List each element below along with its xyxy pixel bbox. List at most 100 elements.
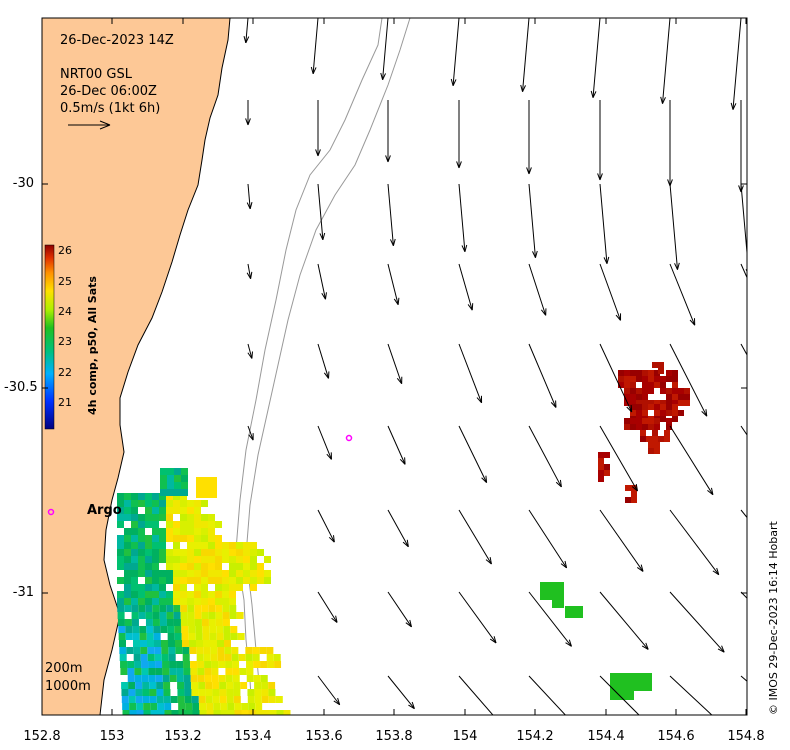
sst-cell: [131, 521, 138, 528]
sst-cell: [208, 619, 216, 626]
sst-cell: [138, 514, 145, 521]
sst-cell: [598, 452, 604, 458]
sst-cell: [684, 394, 690, 400]
sst-cell: [666, 404, 672, 410]
sst-cell: [152, 612, 160, 619]
current-arrow: [669, 591, 725, 653]
sst-cell: [173, 507, 180, 514]
sst-cell: [254, 682, 262, 689]
sst-cell: [187, 598, 194, 605]
current-arrow: [599, 343, 633, 413]
sst-cell: [176, 661, 184, 668]
sst-cell: [222, 542, 229, 549]
sst-cell: [124, 528, 131, 535]
sst-cell: [127, 675, 135, 682]
current-arrow: [385, 100, 391, 163]
sst-cell: [225, 661, 233, 668]
sst-cell: [152, 584, 159, 591]
sst-cell: [229, 556, 236, 563]
sst-cell: [642, 382, 648, 388]
sst-cell: [209, 626, 217, 633]
sst-cell: [208, 521, 215, 528]
sst-cell: [182, 640, 189, 647]
sst-cell: [210, 477, 217, 484]
sst-cell: [140, 654, 148, 661]
sst-cell: [201, 584, 208, 591]
sst-cell: [136, 710, 144, 715]
sst-cell: [159, 612, 167, 619]
sst-cell: [188, 633, 196, 640]
argo-float-2[interactable]: [47, 508, 55, 516]
sst-cell: [250, 577, 257, 584]
sst-cell: [201, 619, 209, 626]
sst-cell: [145, 521, 152, 528]
sst-cell: [177, 696, 185, 703]
sst-cell: [636, 388, 642, 394]
sst-cell: [183, 661, 191, 668]
sst-cell: [236, 577, 243, 584]
current-arrow: [387, 263, 400, 306]
sst-cell: [210, 647, 218, 654]
sst-cell: [634, 679, 640, 685]
current-arrow: [310, 18, 319, 74]
sst-cell: [192, 703, 200, 710]
sst-cell: [159, 507, 166, 514]
sst-cell: [145, 549, 152, 556]
sst-cell: [162, 675, 170, 682]
sst-cell: [634, 673, 640, 679]
sst-cell: [166, 577, 173, 584]
sst-cell: [622, 694, 628, 700]
sst-cell: [630, 382, 636, 388]
sst-cell: [197, 675, 205, 682]
sst-cell: [250, 584, 257, 591]
sst-cell: [152, 577, 159, 584]
sst-cell: [124, 556, 131, 563]
sst-cell: [558, 596, 564, 602]
sst-cell: [117, 619, 125, 626]
sst-cell: [201, 521, 208, 528]
sst-cell: [672, 410, 678, 416]
sst-cell: [262, 710, 270, 715]
current-arrow: [387, 343, 403, 385]
current-arrow: [458, 509, 492, 565]
sst-cell: [173, 619, 181, 626]
sst-cell: [268, 682, 276, 689]
sst-cell: [159, 570, 166, 577]
sst-cell: [187, 591, 194, 598]
sst-cell: [152, 507, 159, 514]
sst-cell: [194, 591, 201, 598]
sst-cell: [201, 542, 208, 549]
sst-cell: [138, 598, 145, 605]
sst-cell: [203, 654, 211, 661]
sst-cell: [672, 394, 678, 400]
sst-cell: [180, 577, 187, 584]
current-arrow: [669, 509, 720, 576]
sst-cell: [610, 673, 616, 679]
sst-cell: [610, 679, 616, 685]
sst-cell: [642, 418, 648, 424]
sst-cell: [630, 418, 636, 424]
current-arrow: [317, 183, 326, 240]
sst-cell: [598, 470, 604, 476]
sst-cell: [117, 577, 124, 584]
sst-cell: [150, 703, 158, 710]
sst-cell: [231, 647, 239, 654]
sst-cell: [152, 493, 159, 500]
current-arrow: [315, 100, 321, 157]
sst-cell: [201, 500, 208, 507]
sst-cell: [161, 654, 169, 661]
argo-float-1[interactable]: [345, 434, 353, 442]
current-arrow: [387, 675, 415, 710]
sst-cell: [232, 668, 240, 675]
sst-cell: [152, 514, 159, 521]
sst-cell: [153, 626, 161, 633]
current-arrow: [317, 343, 330, 379]
sst-cell: [138, 605, 146, 612]
sst-cell: [153, 633, 161, 640]
sst-cell: [187, 507, 194, 514]
x-tick-label: 154.8: [727, 729, 765, 744]
x-tick-label: 154.2: [516, 729, 554, 744]
sst-cell: [196, 647, 204, 654]
colorbar-tick-21: 21: [58, 396, 72, 409]
sst-cell: [187, 549, 194, 556]
